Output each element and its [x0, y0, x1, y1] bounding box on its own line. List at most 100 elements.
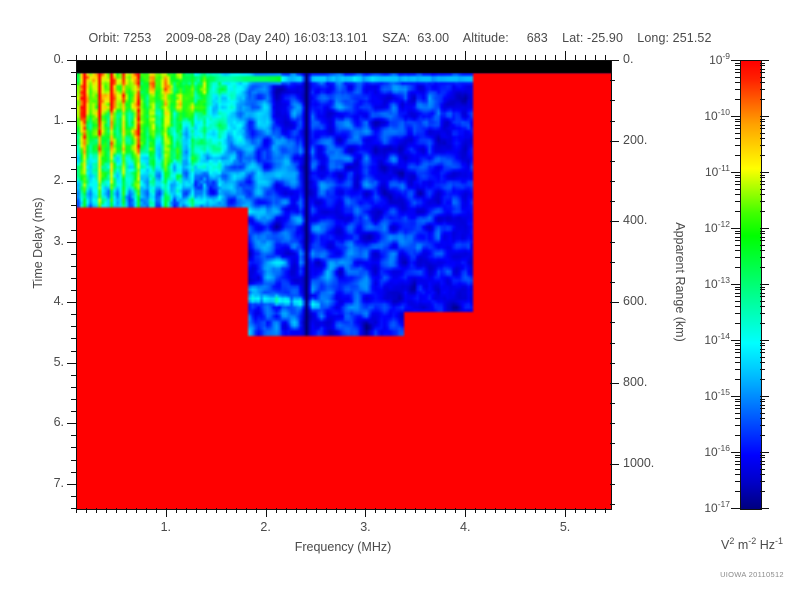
colorbar-minor-tick: [735, 155, 740, 156]
colorbar-minor-tick: [735, 287, 740, 288]
x-axis-tick: [146, 55, 147, 60]
colorbar-minor-tick: [760, 128, 765, 129]
colorbar-minor-tick: [735, 201, 740, 202]
x-axis-tick: [605, 55, 606, 60]
y-axis-tick: [71, 387, 76, 388]
colorbar-minor-tick: [735, 245, 740, 246]
colorbar-minor-tick: [735, 177, 740, 178]
x-axis-tick: [485, 55, 486, 60]
x-axis-tick: [405, 55, 406, 60]
x-axis-tick: [555, 508, 556, 513]
colorbar-minor-tick: [760, 293, 765, 294]
y-left-tick-label: 6.: [53, 415, 64, 430]
y-axis-tick: [71, 217, 76, 218]
x-tick-label: 3.: [360, 520, 371, 534]
y-axis-tick: [610, 181, 615, 182]
x-axis-tick: [425, 508, 426, 513]
colorbar-minor-tick: [760, 413, 765, 414]
colorbar-minor-tick: [735, 63, 740, 64]
x-axis-tick: [156, 55, 157, 60]
x-axis-tick: [256, 508, 257, 513]
x-axis-tick: [196, 55, 197, 60]
x-axis-tick: [485, 508, 486, 513]
colorbar-minor-tick: [760, 306, 765, 307]
colorbar-major-tick: [731, 284, 740, 285]
y-left-tick-label: 5.: [53, 354, 64, 369]
x-axis-tick: [385, 508, 386, 513]
y-axis-tick: [71, 133, 76, 134]
y-axis-tick: [71, 96, 76, 97]
x-axis-tick: [475, 508, 476, 513]
y-axis-tick: [67, 484, 76, 485]
colorbar[interactable]: [740, 60, 762, 510]
colorbar-minor-tick: [735, 82, 740, 83]
colorbar-minor-tick: [760, 343, 765, 344]
x-axis-tick: [505, 55, 506, 60]
x-axis-tick: [176, 55, 177, 60]
colorbar-minor-tick: [735, 138, 740, 139]
x-axis-tick: [395, 55, 396, 60]
y-axis-tick: [71, 108, 76, 109]
x-axis-tick: [136, 508, 137, 513]
x-axis-tick: [595, 55, 596, 60]
colorbar-minor-tick: [735, 72, 740, 73]
colorbar-minor-tick: [760, 296, 765, 297]
colorbar-minor-tick: [760, 138, 765, 139]
colorbar-major-tick: [731, 508, 740, 509]
x-axis-tick: [535, 508, 536, 513]
x-axis-tick: [256, 55, 257, 60]
y-left-tick-label: 7.: [53, 475, 64, 490]
y-axis-tick: [67, 121, 76, 122]
colorbar-minor-tick: [735, 474, 740, 475]
y-left-tick-label: 4.: [53, 294, 64, 309]
x-axis-tick: [86, 55, 87, 60]
y-axis-tick: [610, 242, 615, 243]
colorbar-minor-tick: [760, 63, 765, 64]
x-axis-tick: [575, 508, 576, 513]
y-axis-tick: [67, 60, 76, 61]
y-axis-tick: [71, 314, 76, 315]
colorbar-minor-tick: [760, 257, 765, 258]
colorbar-minor-tick: [735, 77, 740, 78]
x-axis-tick: [565, 51, 566, 60]
colorbar-minor-tick: [760, 425, 765, 426]
x-axis-tick: [316, 55, 317, 60]
y-left-tick-label: 1.: [53, 112, 64, 127]
colorbar-minor-tick: [760, 189, 765, 190]
y-right-tick-label: 400.: [623, 213, 648, 228]
y-axis-tick: [610, 302, 619, 303]
y-axis-tick: [71, 399, 76, 400]
colorbar-minor-tick: [760, 77, 765, 78]
colorbar-tick-label: 10-10: [704, 107, 730, 123]
colorbar-major-tick: [760, 284, 769, 285]
x-axis-tick: [96, 508, 97, 513]
colorbar-tick-label: 10-17: [704, 499, 730, 515]
spectrogram-plot[interactable]: [76, 60, 612, 510]
colorbar-minor-tick: [735, 418, 740, 419]
x-axis-tick: [166, 508, 167, 517]
colorbar-minor-tick: [735, 181, 740, 182]
colorbar-minor-tick: [760, 121, 765, 122]
colorbar-minor-tick: [735, 349, 740, 350]
y-axis-tick: [71, 84, 76, 85]
colorbar-minor-tick: [760, 145, 765, 146]
colorbar-minor-tick: [760, 82, 765, 83]
y-axis-tick: [71, 169, 76, 170]
colorbar-minor-tick: [760, 352, 765, 353]
x-axis-tick: [106, 55, 107, 60]
y-axis-left-title: Time Delay (ms): [31, 197, 45, 289]
y-axis-tick: [71, 508, 76, 509]
x-axis-tick: [405, 508, 406, 513]
y-right-tick-label: 600.: [623, 294, 648, 309]
y-right-tick-label: 800.: [623, 374, 648, 389]
y-right-tick-label: 0.: [623, 52, 634, 66]
colorbar-minor-tick: [735, 250, 740, 251]
colorbar-minor-tick: [760, 313, 765, 314]
colorbar-minor-tick: [760, 349, 765, 350]
spectrogram-canvas: [77, 61, 611, 509]
colorbar-major-tick: [731, 452, 740, 453]
x-axis-tick: [126, 55, 127, 60]
colorbar-tick-label: 10-14: [704, 331, 730, 347]
x-axis-tick: [375, 508, 376, 513]
y-axis-tick: [610, 443, 615, 444]
